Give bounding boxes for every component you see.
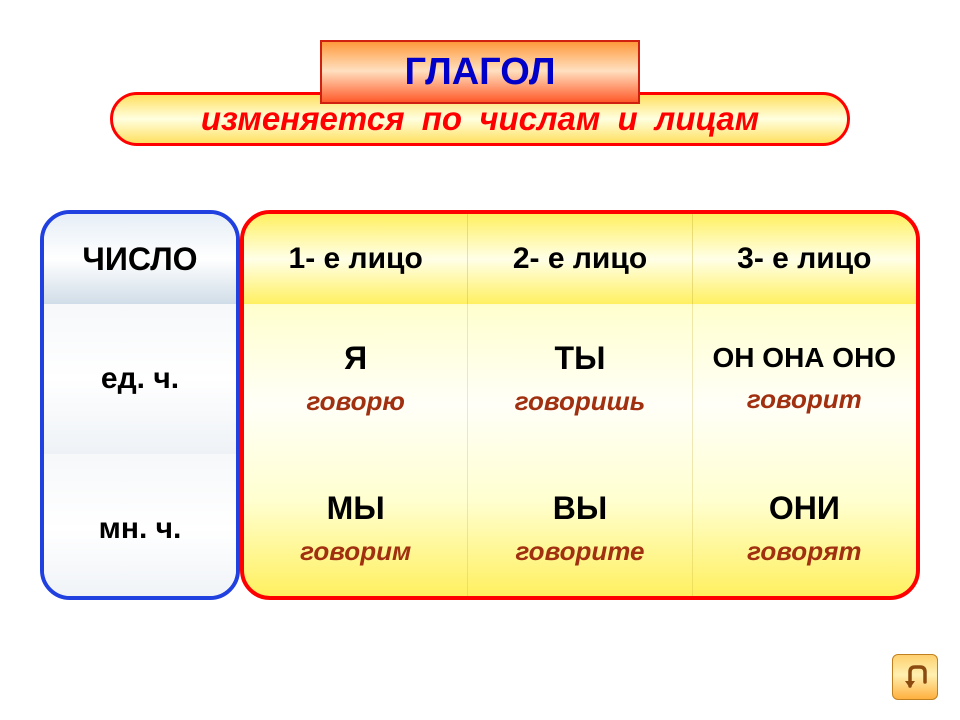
cell-3pl: ОНИ говорят [693, 454, 916, 600]
plural-row: МЫ говорим ВЫ говорите ОНИ говорят [244, 454, 916, 600]
verb-1sg: говорю [306, 386, 404, 417]
pronoun-2sg: ТЫ [555, 341, 606, 376]
persons-panel: 1- е лицо 2- е лицо 3- е лицо Я говорю Т… [240, 210, 920, 600]
verb-3sg: говорит [747, 384, 862, 415]
pronoun-3pl: ОНИ [769, 491, 840, 526]
verb-2pl: говорите [515, 536, 644, 567]
conjugation-table: ЧИСЛО ед. ч. мн. ч. 1- е лицо 2- е лицо … [40, 210, 920, 600]
u-turn-arrow-icon [900, 662, 930, 692]
cell-1sg: Я говорю [244, 304, 468, 454]
singular-row: Я говорю ТЫ говоришь ОН ОНА ОНО говорит [244, 304, 916, 454]
cell-2sg: ТЫ говоришь [468, 304, 692, 454]
number-row-plural: мн. ч. [44, 454, 236, 600]
cell-2pl: ВЫ говорите [468, 454, 692, 600]
title-box: ГЛАГОЛ [320, 40, 640, 104]
person-header-3: 3- е лицо [693, 214, 916, 304]
verb-3pl: говорят [747, 536, 861, 567]
verb-2sg: говоришь [515, 386, 645, 417]
title-text: ГЛАГОЛ [404, 51, 555, 94]
person-header-2: 2- е лицо [468, 214, 692, 304]
person-header-row: 1- е лицо 2- е лицо 3- е лицо [244, 214, 916, 304]
number-row-singular: ед. ч. [44, 304, 236, 454]
pronoun-2pl: ВЫ [553, 491, 607, 526]
pronoun-3sg: ОН ОНА ОНО [713, 343, 897, 374]
cell-1pl: МЫ говорим [244, 454, 468, 600]
person-header-1: 1- е лицо [244, 214, 468, 304]
verb-1pl: говорим [300, 536, 411, 567]
return-button[interactable] [892, 654, 938, 700]
subtitle-text: изменяется по числам и лицам [201, 100, 759, 138]
number-header: ЧИСЛО [44, 214, 236, 304]
pronoun-1pl: МЫ [327, 491, 385, 526]
number-column: ЧИСЛО ед. ч. мн. ч. [40, 210, 240, 600]
pronoun-1sg: Я [344, 341, 367, 376]
cell-3sg: ОН ОНА ОНО говорит [693, 304, 916, 454]
